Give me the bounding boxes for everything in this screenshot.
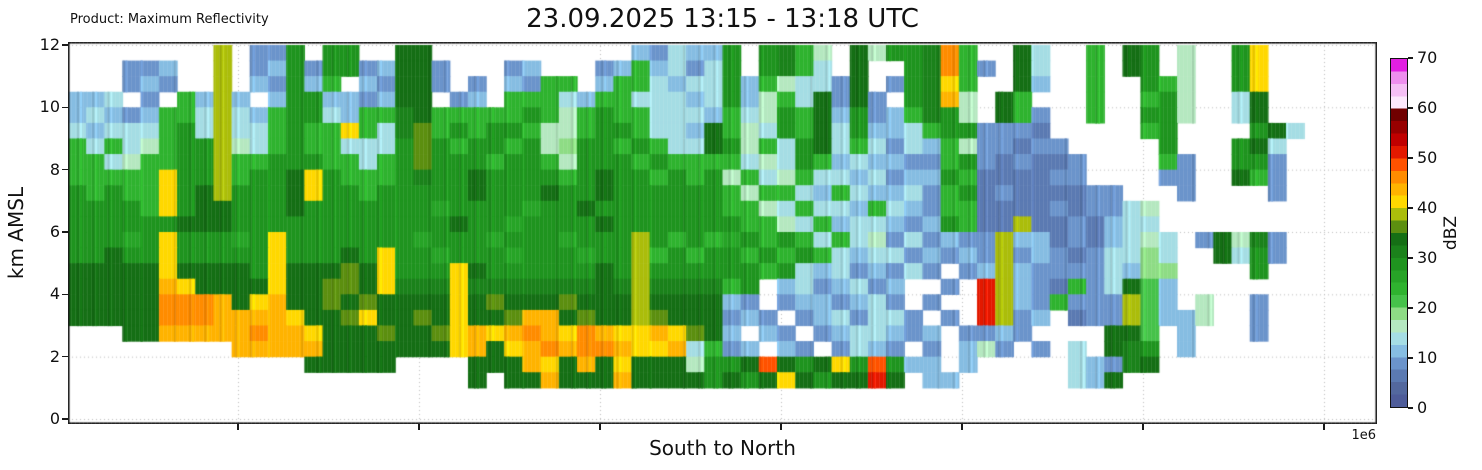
- y-axis-tick-label: 0: [49, 409, 60, 428]
- colorbar-tick-label: 40: [1417, 198, 1438, 217]
- colorbar: [1390, 58, 1408, 408]
- x-axis-tick-mark: [418, 424, 420, 430]
- colorbar-tick-label: 20: [1417, 298, 1438, 317]
- x-axis-tick-mark: [599, 424, 601, 430]
- product-label: Product: Maximum Reflectivity: [70, 12, 269, 27]
- y-axis-tick-label: 10: [39, 97, 60, 117]
- colorbar-tick-mark: [1408, 107, 1413, 109]
- colorbar-tick-label: 70: [1417, 48, 1438, 67]
- y-axis-tick-mark: [62, 231, 68, 233]
- colorbar-tick-label: 0: [1417, 398, 1428, 417]
- colorbar-tick-label: 50: [1417, 148, 1438, 167]
- figure-title: 23.09.2025 13:15 - 13:18 UTC: [526, 4, 919, 34]
- y-axis-tick-label: 8: [49, 159, 60, 179]
- y-axis-tick-mark: [62, 293, 68, 296]
- y-axis-tick-label: 12: [39, 34, 60, 54]
- x-axis-tick-mark: [961, 424, 963, 430]
- y-axis-tick-mark: [62, 106, 68, 109]
- y-axis-tick-mark: [62, 44, 68, 46]
- y-axis-tick-label: 2: [49, 346, 60, 366]
- y-axis-tick-mark: [62, 355, 68, 358]
- x-axis-tick-mark: [780, 424, 782, 430]
- y-axis-tick-mark: [62, 418, 68, 420]
- colorbar-tick-mark: [1408, 357, 1413, 359]
- y-axis-tick-label: 4: [49, 284, 60, 304]
- y-axis-tick-label: 6: [49, 221, 60, 241]
- colorbar-tick-mark: [1408, 157, 1413, 159]
- x-axis-label: South to North: [649, 436, 796, 460]
- x-axis-tick-mark: [1142, 424, 1144, 430]
- y-axis-tick-mark: [62, 168, 68, 171]
- x-axis-offset-text: 1e6: [1351, 428, 1376, 443]
- colorbar-tick-label: 30: [1417, 248, 1438, 267]
- x-axis-tick-mark: [237, 424, 239, 430]
- colorbar-tick-label: 10: [1417, 348, 1438, 367]
- colorbar-tick-label: 60: [1417, 98, 1438, 117]
- colorbar-tick-mark: [1408, 57, 1413, 59]
- colorbar-tick-mark: [1408, 207, 1413, 209]
- x-axis-tick-mark: [1323, 424, 1325, 430]
- colorbar-tick-mark: [1408, 307, 1413, 309]
- colorbar-tick-mark: [1408, 407, 1413, 409]
- heatmap-canvas: [68, 42, 1377, 424]
- plot-area: [68, 42, 1377, 424]
- colorbar-tick-mark: [1408, 257, 1413, 259]
